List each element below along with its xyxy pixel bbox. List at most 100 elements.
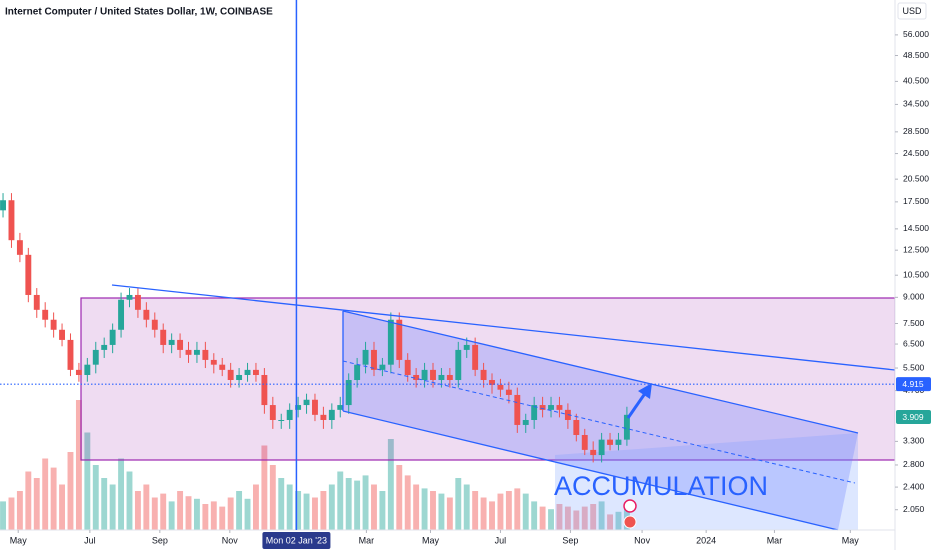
candle-body [109,329,116,345]
chart-title: Internet Computer / United States Dollar… [5,7,273,18]
y-tick-label: 24.500 [903,148,929,158]
candle-body [590,449,597,456]
candle-body [84,364,91,375]
currency: USD [902,6,922,16]
crosshair-label: Mon 02 Jan '23 [266,535,327,545]
volume-bar [236,491,243,530]
volume-bar [33,478,40,530]
candle-body [421,369,428,381]
y-tick-label: 6.500 [903,338,925,348]
candle-body [286,409,293,420]
arrow-shaft [626,391,648,419]
candle-body [345,380,352,406]
event-icon[interactable] [623,515,637,529]
volume-bar [472,491,479,530]
candle-body [354,364,361,381]
volume-bar [421,488,428,530]
candle-body [118,299,125,330]
x-tick-label: May [842,535,860,545]
volume-bar [109,484,116,530]
y-tick-label: 17.500 [903,196,929,206]
candle-body [16,240,23,255]
candle-body [168,339,175,345]
volume-bar [185,496,192,530]
volume-bar [446,497,453,530]
volume-bar [556,504,563,530]
volume-bar [480,497,487,530]
candle-body [219,364,226,370]
volume-bar [25,471,32,530]
volume-bar [160,493,167,530]
volume-bar [227,497,234,530]
volume-bar [269,465,276,530]
candle-body [505,389,512,395]
volume-bar [42,458,49,530]
currency-box[interactable] [897,2,927,20]
candle-body [337,405,344,410]
event-icon[interactable] [623,499,637,513]
candle-body [177,339,184,350]
y-tick-label: 5.500 [903,362,925,372]
candle-body [42,309,49,320]
candle-body [33,294,40,310]
volume-bar [548,509,554,530]
candle-body [438,374,445,381]
volume-bar [16,491,23,530]
arrow-head [638,383,652,399]
volume-bar [505,491,512,530]
y-tick-label: 34.500 [903,99,929,109]
x-tick-label: Jul [495,535,507,545]
candles [0,193,630,463]
volume-bar [531,501,538,530]
drawings [111,284,896,531]
volume-bar [177,491,184,530]
volume-bar [59,484,66,530]
candle-body [463,344,470,350]
x-tick-label: Nov [634,535,651,545]
candle-body [151,319,158,330]
volume-bar [379,491,386,530]
candle-body [455,349,462,381]
volume-bar [345,478,352,530]
volume-bar [143,484,150,530]
candle-body [371,349,377,370]
volume-bar [193,498,200,530]
channel-fill [343,311,858,530]
volume-bar [573,510,580,530]
channel-upper [342,310,859,434]
candle-body [253,369,259,375]
candle-body [160,329,167,345]
y-tick-label: 48.500 [903,50,929,60]
y-tick-label: 2.050 [903,504,925,514]
volume-bar [438,493,445,530]
candle-body [8,200,15,241]
volume-bar [404,475,411,530]
volume-bar [320,491,327,530]
candle-body [489,380,495,385]
candle-body [134,294,141,310]
volume-bar [118,458,125,530]
volume-bar [581,506,588,530]
candle-body [126,294,133,300]
candle-body [497,384,504,390]
candle-body [320,414,327,420]
candle-body [328,409,335,420]
x-tick-label: May [10,535,28,545]
price-marker-label: 4.915 [902,379,924,389]
candle-body [295,405,302,410]
candle-body [278,419,285,421]
volume-bar [539,506,546,530]
candle-body [573,419,580,435]
volume-bar [564,506,571,530]
volume-bar [489,501,495,530]
volume-bar [590,504,597,530]
volume-bar [455,478,462,530]
volume-bar [261,445,268,530]
candle-body [75,369,82,375]
volume-bar [514,488,521,530]
x-tick-label: Sep [152,535,168,545]
volume-bar [615,511,622,530]
price-marker-label: 3.909 [902,412,924,422]
